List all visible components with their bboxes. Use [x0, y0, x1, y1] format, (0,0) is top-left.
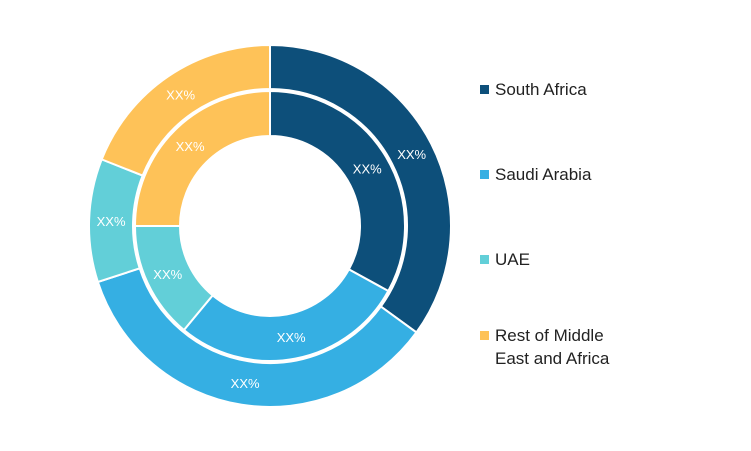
- legend-label: Rest of Middle East and Africa: [495, 326, 610, 368]
- legend-swatch: [480, 170, 489, 179]
- inner-slice-rest-of-middle-east-and-africa: [133, 89, 271, 227]
- outer-label-rest-of-middle-east-and-africa: XX%: [166, 87, 195, 102]
- inner-slice-south-africa: [269, 89, 406, 293]
- outer-ring: [88, 43, 452, 408]
- legend-label: South Africa: [495, 80, 587, 99]
- outer-slice-south-africa: [269, 43, 452, 334]
- outer-label-uae: XX%: [97, 214, 126, 229]
- inner-label-south-africa: XX%: [353, 161, 382, 176]
- outer-slice-rest-of-middle-east-and-africa: [100, 43, 271, 177]
- legend-label: Saudi Arabia: [495, 165, 592, 184]
- legend-swatch: [480, 331, 489, 340]
- legend-item-saudi-arabia: Saudi Arabia: [480, 163, 740, 186]
- inner-label-saudi-arabia: XX%: [277, 330, 306, 345]
- legend-item-rest-of-mea: Rest of Middle East and Africa: [480, 324, 740, 370]
- outer-label-saudi-arabia: XX%: [231, 376, 260, 391]
- legend-item-south-africa: South Africa: [480, 78, 740, 101]
- legend-item-uae: UAE: [480, 248, 740, 271]
- inner-label-uae: XX%: [153, 267, 182, 282]
- inner-label-rest-of-middle-east-and-africa: XX%: [176, 139, 205, 154]
- slice-labels: XX% XX% XX% XX% XX% XX% XX% XX%: [97, 87, 427, 391]
- legend-swatch: [480, 255, 489, 264]
- legend-label: UAE: [495, 250, 530, 269]
- outer-label-south-africa: XX%: [397, 147, 426, 162]
- outer-slice-saudi-arabia: [96, 267, 418, 408]
- legend-swatch: [480, 85, 489, 94]
- legend: South Africa Saudi Arabia UAE Rest of Mi…: [480, 78, 740, 370]
- inner-ring: [133, 89, 406, 362]
